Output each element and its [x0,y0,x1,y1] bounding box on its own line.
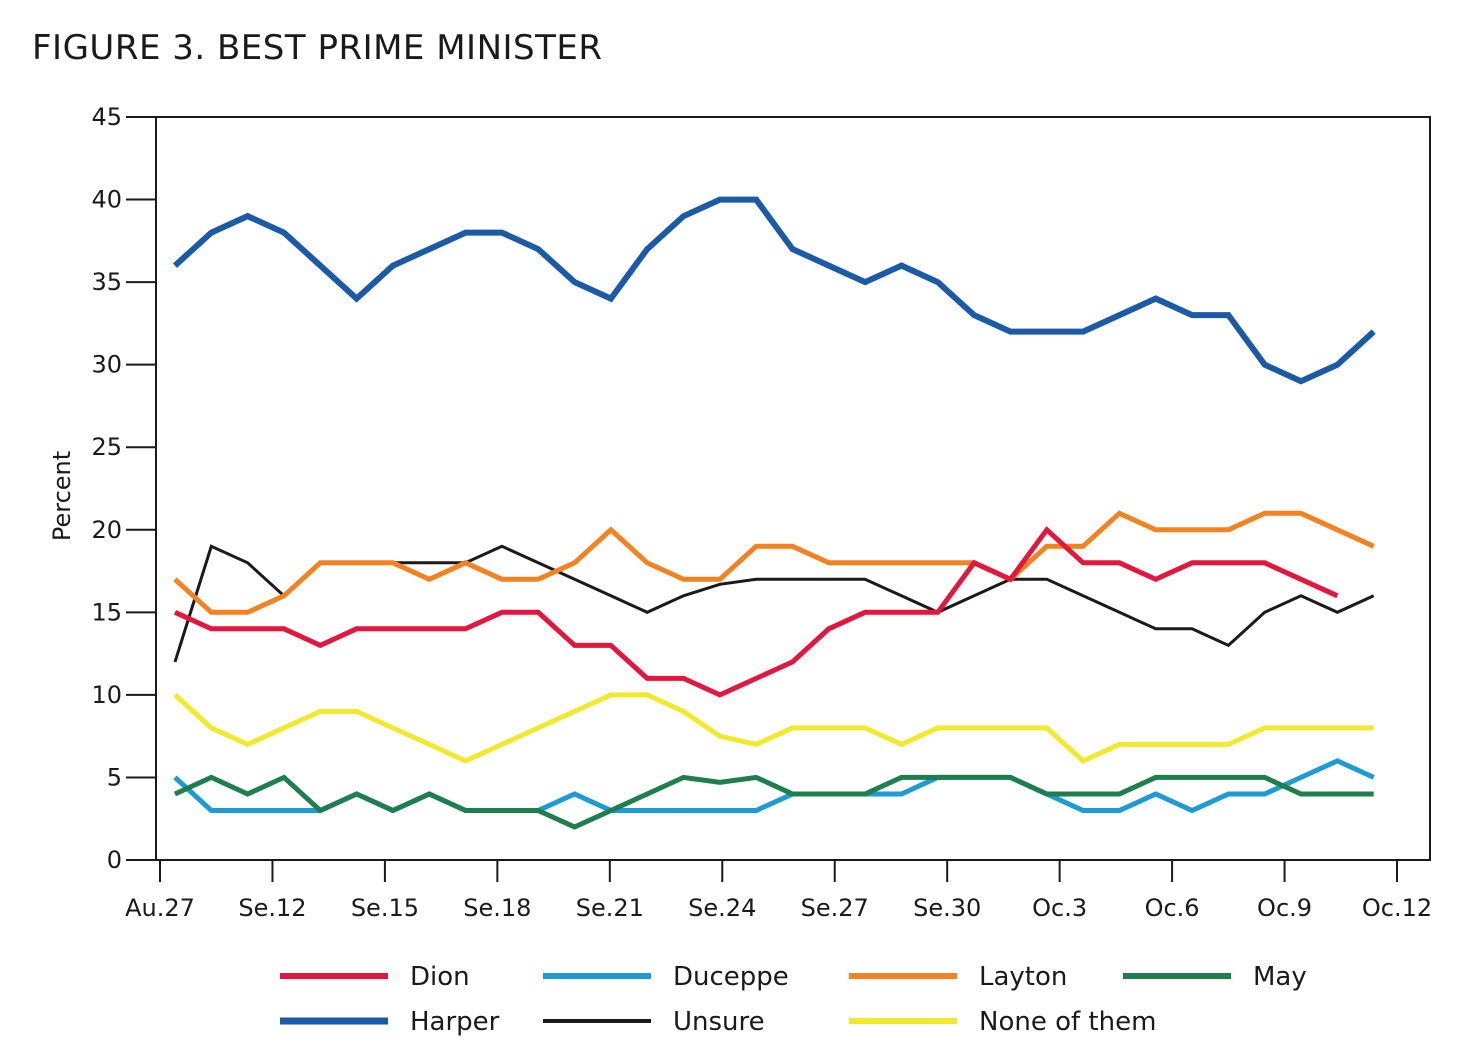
y-axis-title: Percent [48,451,76,541]
series-line-dion [173,526,1339,698]
series-layer [172,196,1376,830]
legend-label-duceppe: Duceppe [673,962,789,992]
y-tick-label: 20 [91,516,122,544]
legend-label-layton: Layton [979,962,1067,992]
y-tick-label: 10 [91,681,122,709]
figure-title: FIGURE 3. BEST PRIME MINISTER [32,28,603,68]
y-tick-label: 15 [91,598,122,626]
x-tick-label: Oc.12 [1362,894,1432,922]
y-tick-label: 5 [107,763,122,791]
series-line-none-of-them [173,692,1374,764]
series-line-layton [173,510,1375,615]
x-tick-label: Se.27 [801,894,869,922]
plot-frame [155,116,1431,861]
series-line-harper [172,196,1376,385]
y-tick-label: 40 [91,186,122,214]
legend: Dion Duceppe Layton May Harper Unsure None of … [280,962,1307,1037]
x-tick-label: Oc.6 [1145,894,1200,922]
y-tick-label: 0 [107,846,122,874]
legend-label-dion: Dion [410,962,470,992]
x-tick-label: Se.30 [913,894,981,922]
y-axis: 0 5 10 15 20 25 30 35 40 45 [91,103,156,874]
legend-label-may: May [1253,962,1307,992]
y-tick-label: 45 [91,103,122,131]
legend-label-unsure: Unsure [673,1007,765,1037]
x-tick-label: Se.21 [576,894,644,922]
y-tick-label: 35 [91,268,122,296]
legend-label-harper: Harper [410,1007,500,1037]
x-tick-label: Oc.3 [1032,894,1087,922]
legend-label-none-of-them: None of them [979,1007,1156,1037]
x-tick-label: Se.12 [238,894,306,922]
y-tick-label: 30 [91,351,122,379]
x-tick-label: Se.15 [351,894,419,922]
x-axis: Au.27 Se.12 Se.15 Se.18 Se.21 Se.24 Se.27 Se.30… [125,860,1432,922]
x-tick-label: Se.24 [688,894,756,922]
x-tick-label: Oc.9 [1257,894,1312,922]
x-tick-label: Se.18 [463,894,531,922]
y-tick-label: 25 [91,433,122,461]
series-line-may [173,774,1374,830]
x-tick-label: Au.27 [125,894,195,922]
